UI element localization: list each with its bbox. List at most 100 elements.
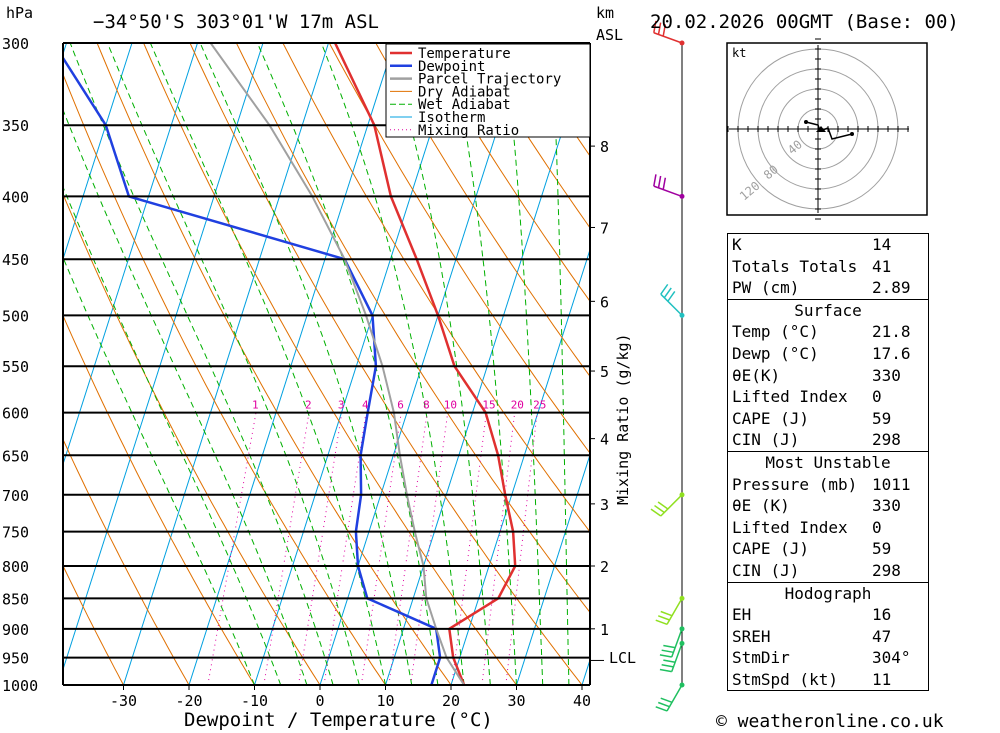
surface-row: CAPE (J) 59: [728, 408, 928, 430]
wind-barb-feather: [660, 610, 673, 617]
pressure-tick-label: 900: [2, 621, 29, 639]
km-tick-label: 7: [600, 219, 609, 237]
mixing-ratio-line: [323, 412, 367, 685]
hodo-value: 16: [872, 605, 892, 625]
km-tick-label: 5: [600, 363, 609, 381]
wind-barb-feather: [657, 501, 669, 510]
wind-barb-feather: [653, 20, 657, 33]
dry-adiabat-line: [328, 43, 590, 454]
x-tick-label: 20: [442, 692, 460, 710]
most-unstable-heading: Most Unstable: [765, 452, 891, 472]
indices-table: K 14 Totals Totals 41 PW (cm) 2.89 Surface …: [727, 233, 929, 692]
index-row: Totals Totals 41: [728, 256, 928, 278]
legend-label: Wet Adiabat: [418, 97, 511, 113]
mu-value: 298: [872, 560, 901, 580]
hodo-value: 47: [872, 626, 892, 646]
pressure-tick-label: 300: [2, 35, 29, 53]
wind-profile: [650, 20, 685, 712]
surface-label: Dewp (°C): [732, 343, 819, 363]
legend-box: [385, 43, 591, 138]
pressure-tick-label: 750: [2, 524, 29, 542]
hpa-unit-label: hPa: [6, 4, 33, 22]
mixing-ratio-label: 1: [252, 399, 259, 412]
wind-barb-feather: [660, 283, 669, 295]
mixing-ratio-line: [505, 412, 538, 685]
dry-adiabat-line: [63, 192, 321, 685]
wind-barb-feather: [661, 664, 674, 668]
dry-adiabat-line: [63, 564, 124, 685]
hodograph-heading: Hodograph: [784, 583, 872, 603]
surface-label: CIN (J): [732, 430, 800, 450]
isotherm-line: [188, 43, 395, 685]
surface-value: 330: [872, 365, 901, 385]
mixing-ratio-axis-title: Mixing Ratio (g/kg): [614, 333, 632, 505]
wind-barb-feather: [653, 174, 657, 187]
wet-adiabat-line: [256, 43, 439, 685]
wind-barb-feather: [659, 654, 672, 658]
surface-row: CIN (J) 298: [728, 429, 928, 451]
wind-barb-shaft: [660, 494, 683, 517]
location-title: −34°50'S 303°01'W 17m ASL: [93, 11, 379, 33]
mixing-ratio-line: [263, 412, 310, 685]
isotherm-line: [63, 43, 133, 261]
mixing-ratio-label: 3: [338, 399, 345, 412]
storm-motion-marker: [816, 126, 826, 132]
isotherm-line: [0, 43, 1, 685]
mu-label: Lifted Index: [732, 517, 848, 537]
km-tick-label: 2: [600, 558, 609, 576]
surface-row: Dewp (°C) 17.6: [728, 343, 928, 365]
dry-adiabat-line: [282, 43, 590, 533]
x-tick-label: -30: [110, 692, 137, 710]
index-label: PW (cm): [732, 278, 800, 298]
hodograph-trace: [805, 121, 853, 140]
wet-adiabat-line: [320, 43, 465, 685]
hodo-label: StmDir: [732, 648, 790, 668]
mixing-ratio-label: 4: [362, 399, 369, 412]
wind-barb-feather: [663, 644, 676, 649]
surface-section: Surface Temp (°C) 21.8 Dewp (°C) 17.6 θE(K…: [728, 298, 928, 451]
wind-barb-feather: [660, 697, 673, 704]
pressure-tick-label: 400: [2, 188, 29, 206]
surface-value: 0: [872, 387, 882, 407]
isotherm-line: [319, 43, 526, 685]
lcl-label: LCL: [609, 649, 636, 667]
wind-barb-feather: [650, 508, 662, 517]
mixing-ratio-label: 15: [482, 399, 495, 412]
wind-barb-feather: [661, 649, 674, 654]
mu-row: Pressure (mb) 1011: [728, 474, 928, 496]
dry-adiabat-line: [189, 43, 583, 685]
mu-label: CAPE (J): [732, 539, 810, 559]
dry-adiabat-line: [375, 43, 590, 378]
wet-adiabat-line: [551, 43, 570, 685]
mu-label: θE (K): [732, 496, 790, 516]
surface-row: Lifted Index 0: [728, 386, 928, 408]
surface-value: 59: [872, 408, 892, 428]
km-unit-label: km: [596, 4, 614, 22]
hodo-label: EH: [732, 605, 752, 625]
index-label: Totals Totals: [732, 256, 858, 276]
x-tick-label: 10: [376, 692, 394, 710]
pressure-tick-label: 650: [2, 447, 29, 465]
wind-barb-feather: [655, 619, 668, 626]
wind-barb-feather: [657, 615, 670, 621]
most-unstable-section: Most Unstable Pressure (mb) 1011 θE (K) 33…: [728, 450, 928, 582]
legend-label: Temperature: [418, 46, 511, 62]
legend-label: Parcel Trajectory: [418, 72, 561, 88]
surface-row: θE(K) 330: [728, 365, 928, 387]
x-axis-title: Dewpoint / Temperature (°C): [184, 709, 493, 731]
hodograph-point: [850, 132, 854, 136]
mu-value: 59: [872, 539, 892, 559]
isotherm-line: [63, 43, 264, 671]
wet-adiabat-line: [63, 185, 282, 685]
legend-label: Isotherm: [418, 110, 485, 126]
pressure-tick-label: 600: [2, 405, 29, 423]
wet-adiabat-line: [504, 43, 544, 685]
surface-label: Lifted Index: [732, 387, 848, 407]
dry-adiabat-line: [96, 43, 452, 685]
hodo-label: SREH: [732, 626, 771, 646]
isotherm-line: [254, 43, 460, 685]
mixing-ratio-line: [410, 412, 449, 685]
pressure-tick-label: 850: [2, 590, 29, 608]
pressure-tick-label: 350: [2, 117, 29, 135]
